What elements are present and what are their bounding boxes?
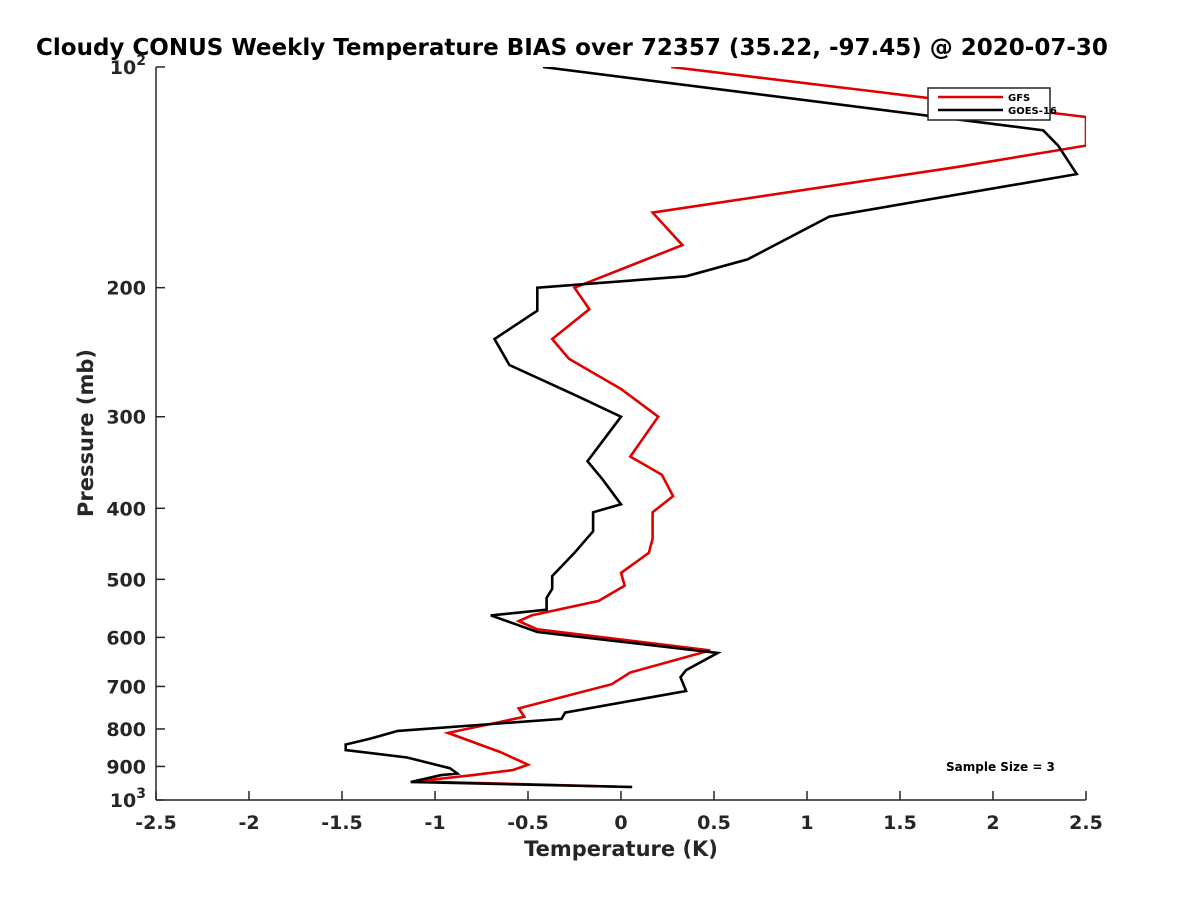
y-tick-label: 600 [106,627,146,649]
y-tick-label: 400 [106,498,146,520]
series-line-gfs [410,67,1086,789]
y-tick-label: 800 [106,719,146,741]
y-tick-label: 300 [106,407,146,429]
x-tick-label: -1.5 [321,812,363,834]
legend-label-gfs: GFS [1008,93,1030,104]
y-axis-ticks: 102 200 300 400 500 600 700 800 900 103 [106,53,165,812]
series-lines [344,67,1086,789]
x-tick-label: -0.5 [507,812,549,834]
y-axis-label: Pressure (mb) [74,349,98,517]
y-tick-label: 700 [106,676,146,698]
x-tick-label: 1.5 [883,812,917,834]
y-tick-label: 500 [106,569,146,591]
plot-area: -2.5 -2 -1.5 -1 -0.5 0 0.5 1 1.5 2 2.5 102 200 300 40… [106,53,1103,834]
y-tick-label: 900 [106,756,146,778]
y-tick-label: 102 [110,53,146,79]
x-tick-label: -2 [238,812,259,834]
x-tick-label: 0.5 [697,812,731,834]
y-tick-label: 103 [110,786,146,812]
x-axis-label: Temperature (K) [524,837,718,861]
y-tick-label: 200 [106,278,146,300]
x-tick-label: -1 [424,812,445,834]
x-axis-ticks: -2.5 -2 -1.5 -1 -0.5 0 0.5 1 1.5 2 2.5 [135,791,1103,834]
x-tick-label: 2.5 [1069,812,1103,834]
legend: GFS GOES-16 [927,87,1057,121]
x-tick-label: -2.5 [135,812,177,834]
legend-box [927,87,1051,121]
legend-label-goes16: GOES-16 [1008,106,1057,117]
x-tick-label: 0 [614,812,627,834]
x-tick-label: 2 [986,812,999,834]
x-tick-label: 1 [800,812,813,834]
sample-size-annotation: Sample Size = 3 [946,760,1055,774]
series-line-goes16 [344,67,1079,789]
chart-title: Cloudy CONUS Weekly Temperature BIAS ove… [36,35,1108,61]
